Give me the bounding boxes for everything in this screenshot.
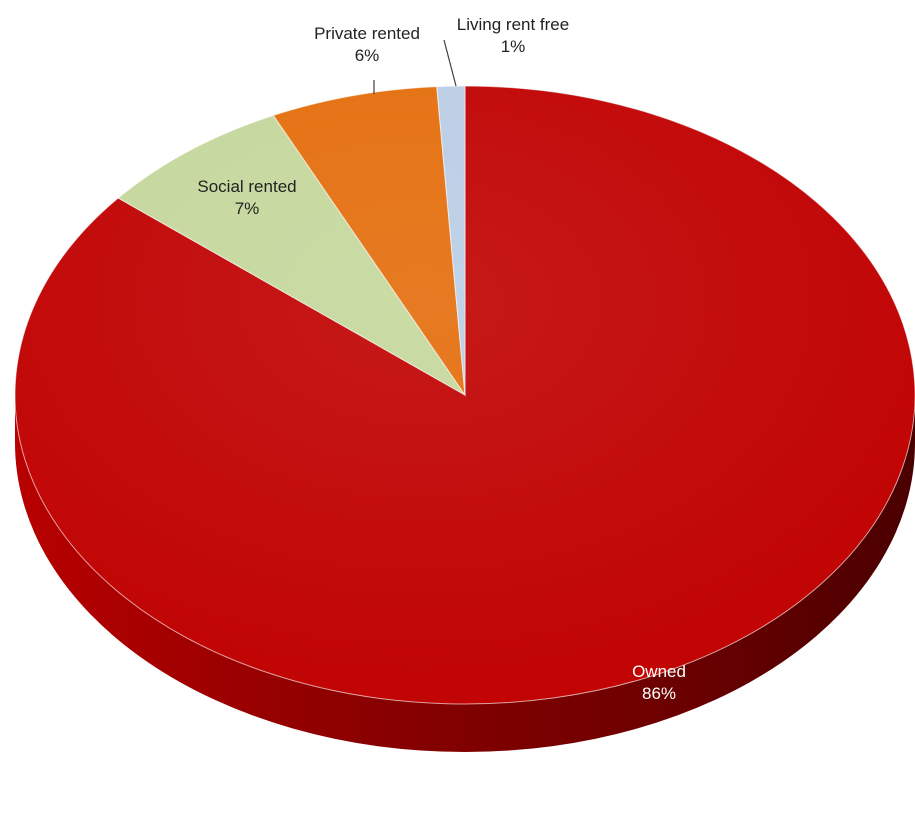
data-labels: Owned 86% Social rented 7% Private rented 6% L…: [197, 15, 686, 703]
data-label-owned: Owned 86%: [632, 662, 686, 703]
pie-top: [14, 85, 915, 705]
leader-line-living-rent-free: [443, 39, 457, 87]
data-label-private-rented: Private rented 6%: [314, 24, 420, 65]
leader-lines: [373, 39, 457, 94]
data-label-living-rent-free: Living rent free 1%: [457, 15, 569, 56]
data-label-social-rented: Social rented 7%: [197, 177, 296, 218]
